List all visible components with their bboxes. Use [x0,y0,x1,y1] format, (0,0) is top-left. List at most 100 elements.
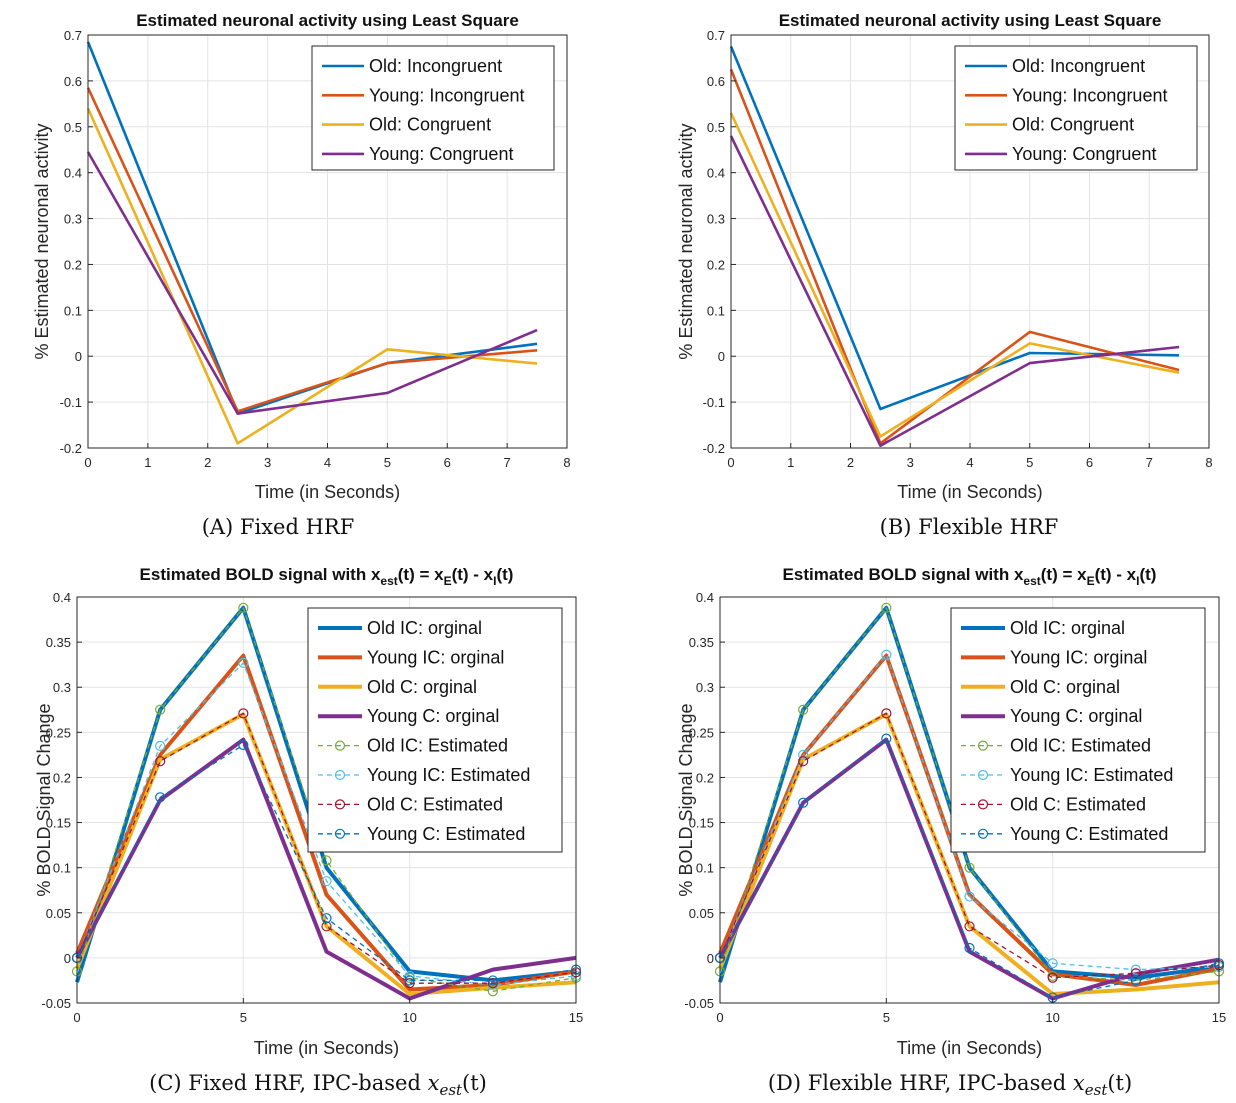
y-tick-label: 0 [718,349,725,364]
panel-caption: (D) Flexible HRF, IPC-based xest(t) [768,1071,1132,1099]
data-point [321,913,332,924]
data-point [404,978,415,989]
x-tick-label: 15 [569,1010,583,1025]
y-tick-label: 0.05 [46,906,71,921]
y-tick-label: 0.25 [689,725,714,740]
y-tick-label: 0.5 [707,120,725,135]
y-tick-label: 0 [707,951,714,966]
caption-text: (B) Flexible HRF [880,515,1059,539]
series-line-6 [76,662,577,986]
x-axis-label: Time (in Seconds) [255,482,400,502]
data-point [155,756,166,767]
axes-box [76,596,577,1004]
x-tick-label: 0 [73,1010,80,1025]
legend-label: Young: Incongruent [369,85,524,105]
y-tick-label: 0.35 [689,635,714,650]
caption-end: (t) [1107,1071,1132,1095]
data-point [1047,972,1058,983]
y-tick-label: 0.2 [696,770,714,785]
x-axis-label: Time (in Seconds) [897,482,1042,502]
legend-label: Young: Incongruent [1012,85,1167,105]
x-tick-label: 7 [504,455,511,470]
legend-label: Old IC: Estimated [367,736,508,756]
chart-title: Estimated neuronal activity using Least … [136,11,519,30]
title-subscript: E [1087,574,1095,588]
y-tick-label: 0.05 [689,906,714,921]
y-tick-label: 0.7 [64,28,82,43]
data-point [798,749,809,760]
data-point [881,733,892,744]
x-axis-label: Time (in Seconds) [254,1038,399,1058]
caption-text: (D) Flexible HRF, IPC-based [768,1071,1073,1095]
data-point [155,740,166,751]
title-text: (t) - x [452,565,494,584]
x-tick-label: 8 [563,455,570,470]
data-point [404,970,415,982]
data-point [964,862,975,873]
y-tick-label: 0.3 [707,212,725,227]
panel-caption: (C) Fixed HRF, IPC-based xest(t) [149,1071,487,1099]
y-tick-label: 0.2 [64,257,82,272]
title-text: (t) [496,565,513,584]
legend-label: Old IC: orginal [1010,618,1125,638]
y-axis-label: % Estimated neuronal activity [32,123,52,359]
legend: Old IC: orginal Young IC: orginal Old C: o… [307,607,563,853]
y-tick-label: 0.4 [696,590,714,605]
data-point [238,708,249,719]
legend-label: Young IC: Estimated [1010,765,1173,785]
series-line-8 [76,744,577,982]
y-tick-label: 0.35 [46,635,71,650]
legend-marker [334,769,346,781]
series-line-4 [729,135,1180,448]
legend-marker [334,799,346,810]
series-group [729,46,1180,448]
y-tick-label: -0.2 [60,441,82,456]
chart-title: Estimated BOLD signal with xest(t) = xE(… [783,565,1157,588]
caption-text: (A) Fixed HRF [202,515,355,539]
y-tick-label: 0.25 [46,725,71,740]
ticks: 0 1 2 3 4 5 6 7 8 -0.2 -0.1 0 0.1 0.2 0.3 0.4 0.5 0.6 0.7 [60,28,571,470]
y-tick-label: -0.1 [60,395,82,410]
data-point [321,921,332,932]
legend-box [307,607,563,853]
y-tick-label: 0.3 [53,680,71,695]
series-line-3 [86,107,538,445]
panel-caption: (A) Fixed HRF [202,515,355,539]
data-point [404,975,415,986]
data-point [1047,958,1058,969]
data-point [487,986,498,997]
legend-label: Young C: Estimated [367,824,525,844]
y-tick-label: 0 [64,951,71,966]
x-tick-label: 15 [1212,1010,1226,1025]
y-tick-label: 0.15 [689,816,714,831]
legend-marker [334,828,346,839]
y-axis-label: % Estimated neuronal activity [676,123,696,359]
legend: Old: Incongruent Young: Incongruent Old: C… [954,45,1198,171]
y-tick-label: 0.4 [707,166,725,181]
chart-title: Estimated neuronal activity using Least … [779,11,1162,30]
series-line-4 [75,737,577,1001]
y-tick-label: 0.2 [707,257,725,272]
y-tick-label: 0.15 [46,816,71,831]
title-subscript: est [380,574,397,588]
series-line-5 [719,607,1220,982]
legend-label: Old: Congruent [369,115,491,135]
legend-label: Old: Incongruent [1012,56,1145,76]
title-text: (t) = x [1041,565,1087,584]
x-tick-label: 1 [787,455,794,470]
legend-marker [977,740,989,751]
legend-label: Young: Congruent [1012,144,1156,164]
x-tick-label: 4 [966,455,973,470]
y-tick-label: -0.1 [703,395,725,410]
legend-label: Young C: Estimated [1010,824,1168,844]
x-tick-label: 0 [84,455,91,470]
y-tick-label: 0 [75,349,82,364]
data-point [321,855,332,866]
data-point [1130,964,1141,975]
y-tick-label: 0.3 [696,680,714,695]
legend-label: Old C: Estimated [367,794,503,814]
caption-subscript: est [1085,1081,1109,1099]
legend: Old: Incongruent Young: Incongruent Old: C… [311,45,555,171]
